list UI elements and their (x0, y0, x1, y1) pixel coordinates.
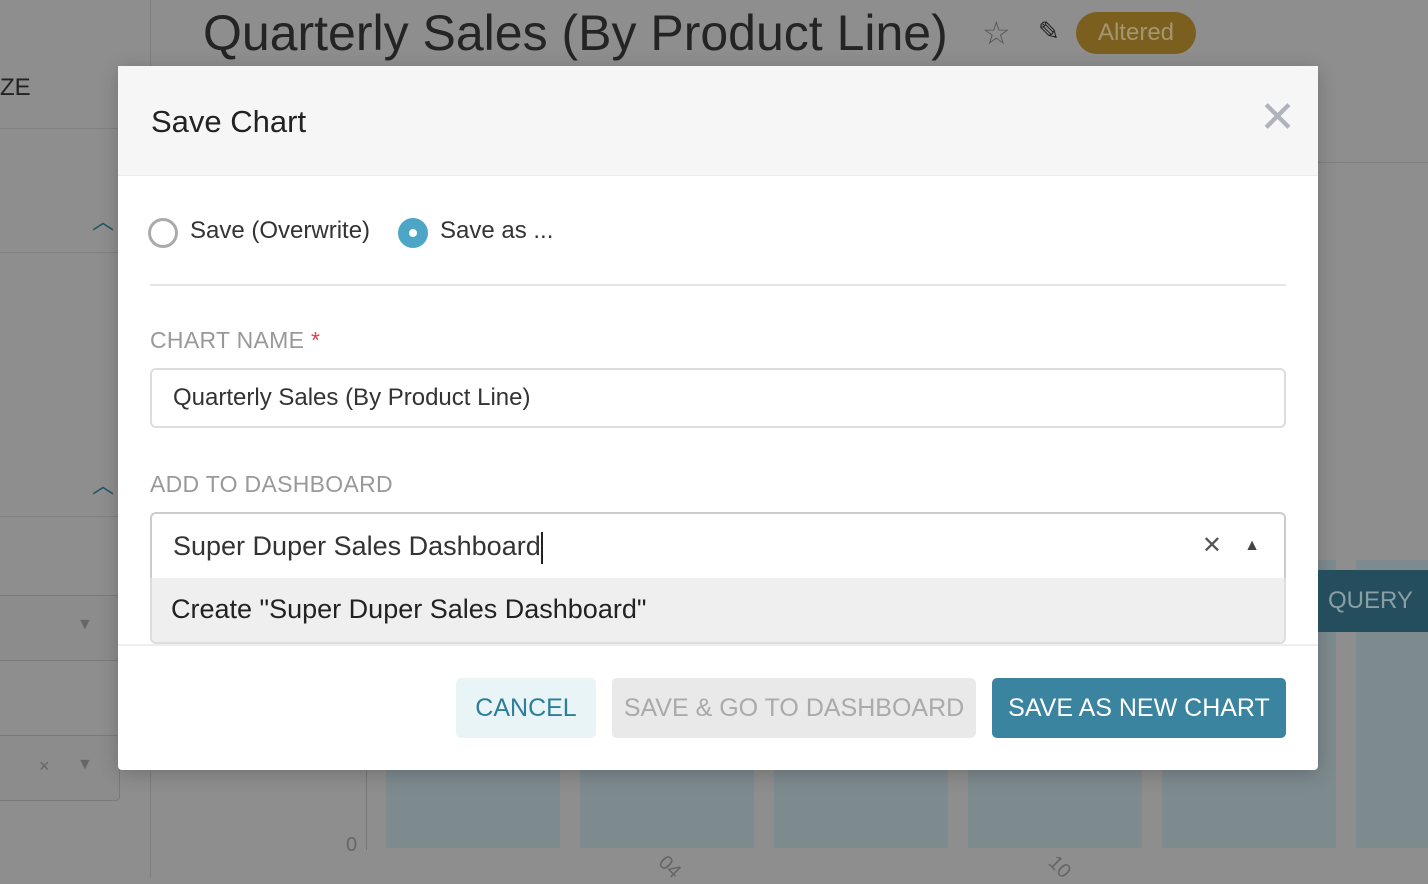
y-tick: 0 (346, 834, 358, 856)
radio-overwrite[interactable] (148, 218, 178, 248)
chart-name-label-text: CHART NAME (150, 327, 305, 353)
x-tick: 10 (1043, 851, 1076, 883)
chevron-up-icon[interactable]: ︿ (92, 209, 115, 234)
divider (0, 252, 150, 253)
dropdown-option-create[interactable]: Create "Super Duper Sales Dashboard" (150, 578, 1286, 644)
chart-name-label: CHART NAME * (150, 327, 320, 354)
run-query-button[interactable]: QUERY (1318, 570, 1428, 632)
cancel-button[interactable]: CANCEL (456, 678, 596, 738)
clear-icon[interactable]: ✕ (1201, 532, 1222, 559)
text-cursor (540, 531, 543, 564)
sidebar-label: ZE (0, 74, 31, 101)
save-and-go-to-dashboard-button[interactable]: SAVE & GO TO DASHBOARD (612, 678, 976, 738)
modal-title: Save Chart (151, 104, 307, 139)
divider (1318, 162, 1428, 163)
divider (0, 516, 150, 517)
required-mark: * (310, 327, 321, 353)
background-select[interactable]: × ▼ (0, 735, 120, 801)
caret-down-icon: ▼ (77, 756, 93, 773)
divider (0, 128, 150, 129)
chart-title: Quarterly Sales (By Product Line) (203, 5, 948, 61)
save-as-new-chart-button[interactable]: SAVE AS NEW CHART (992, 678, 1286, 738)
background-select[interactable]: ▼ (0, 595, 120, 661)
status-badge: Altered (1076, 12, 1196, 54)
caret-up-icon[interactable]: ▲ (1244, 537, 1260, 554)
modal-header: Save Chart ✕ (118, 66, 1318, 176)
save-chart-modal: Save Chart ✕ Save (Overwrite) Save as ..… (118, 66, 1318, 770)
radio-save-as-label[interactable]: Save as ... (440, 217, 554, 244)
chart-name-input[interactable]: Quarterly Sales (By Product Line) (150, 368, 1286, 428)
x-tick: 04 (653, 851, 686, 883)
caret-down-icon: ▼ (77, 616, 93, 633)
radio-save-as[interactable] (398, 218, 428, 248)
clear-icon: × (39, 756, 50, 776)
divider (118, 644, 1318, 646)
edit-icon[interactable]: ✎ (1038, 16, 1060, 46)
star-icon[interactable]: ☆ (982, 15, 1011, 51)
radio-overwrite-label[interactable]: Save (Overwrite) (190, 217, 371, 244)
close-icon[interactable]: ✕ (1259, 93, 1296, 142)
dashboard-label: ADD TO DASHBOARD (150, 471, 393, 497)
dashboard-select-input[interactable]: Super Duper Sales Dashboard ✕ ▲ (150, 512, 1286, 580)
divider (150, 284, 1286, 286)
chevron-up-icon[interactable]: ︿ (92, 473, 115, 498)
dashboard-input-text[interactable]: Super Duper Sales Dashboard (173, 531, 541, 561)
